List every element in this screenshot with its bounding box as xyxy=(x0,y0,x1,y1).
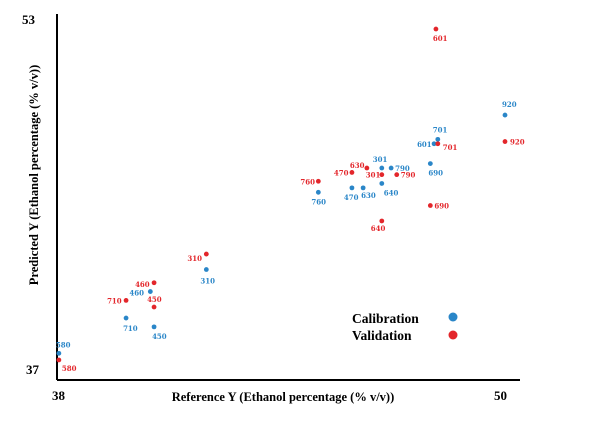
calibration-point-450 xyxy=(151,324,157,330)
validation-point-701 xyxy=(435,141,441,147)
validation-point-790 xyxy=(394,172,400,178)
validation-label-630: 630 xyxy=(350,161,365,170)
legend-calibration-label: Calibration xyxy=(352,311,419,326)
calibration-point-760 xyxy=(315,189,321,195)
validation-label-690: 690 xyxy=(434,202,449,211)
validation-label-760: 760 xyxy=(300,177,315,186)
validation-point-310 xyxy=(203,251,209,257)
x-axis-label: Reference Y (Ethanol percentage (% v/v)) xyxy=(172,390,395,404)
calibration-label-310: 310 xyxy=(200,277,215,286)
calibration-label-640: 640 xyxy=(384,188,399,197)
calibration-point-630 xyxy=(360,185,366,191)
x-tick-max: 50 xyxy=(494,388,507,403)
validation-point-920 xyxy=(502,139,508,144)
y-tick-min: 37 xyxy=(26,362,40,377)
calibration-label-301: 301 xyxy=(373,155,388,164)
validation-label-710: 710 xyxy=(107,296,122,305)
calibration-point-601 xyxy=(431,141,437,147)
calibration-point-790 xyxy=(388,165,394,171)
calibration-label-630: 630 xyxy=(361,191,376,200)
calibration-label-710: 710 xyxy=(123,324,138,333)
calibration-point-301 xyxy=(379,165,385,171)
validation-point-710 xyxy=(123,298,129,303)
validation-label-580: 580 xyxy=(62,364,77,373)
validation-point-470 xyxy=(349,170,355,175)
calibration-label-460: 460 xyxy=(129,289,144,298)
calibration-point-580 xyxy=(56,350,62,356)
calibration-point-470 xyxy=(349,185,355,191)
calibration-label-760: 760 xyxy=(311,197,326,206)
validation-label-301: 301 xyxy=(366,171,381,180)
calibration-label-470: 470 xyxy=(344,193,359,202)
validation-point-301 xyxy=(379,172,385,178)
calibration-point-701 xyxy=(435,136,441,142)
calibration-label-450: 450 xyxy=(152,332,167,341)
legend-validation-marker xyxy=(448,330,458,340)
legend-calibration-marker xyxy=(448,312,458,322)
validation-label-450: 450 xyxy=(147,295,162,304)
calibration-point-460 xyxy=(147,289,153,294)
validation-label-601: 601 xyxy=(433,34,448,43)
validation-label-460: 460 xyxy=(135,280,150,289)
y-tick-max: 53 xyxy=(22,12,36,27)
legend-validation-label: Validation xyxy=(352,328,412,343)
calibration-label-601: 601 xyxy=(417,140,432,149)
validation-label-920: 920 xyxy=(510,138,525,147)
x-tick-min: 38 xyxy=(52,388,66,403)
validation-point-580 xyxy=(56,357,62,363)
validation-point-450 xyxy=(151,304,157,310)
calibration-point-310 xyxy=(203,267,209,272)
validation-label-701: 701 xyxy=(443,143,458,152)
calibration-point-640 xyxy=(379,181,385,186)
validation-point-601 xyxy=(433,26,439,32)
validation-label-790: 790 xyxy=(401,171,416,180)
calibration-label-690: 690 xyxy=(428,169,443,178)
calibration-label-790: 790 xyxy=(395,164,410,173)
validation-point-760 xyxy=(315,178,321,184)
validation-label-470: 470 xyxy=(334,168,349,177)
validation-label-310: 310 xyxy=(187,254,202,263)
calibration-label-580: 580 xyxy=(56,340,71,349)
calibration-point-690 xyxy=(427,161,433,167)
calibration-label-701: 701 xyxy=(433,125,448,134)
validation-point-460 xyxy=(151,280,157,286)
y-axis-label: Predicted Y (Ethanol percentage (% v/v)) xyxy=(27,65,41,285)
calibration-point-920 xyxy=(502,112,508,118)
calibration-label-920: 920 xyxy=(502,100,517,109)
validation-point-630 xyxy=(364,165,370,171)
validation-label-640: 640 xyxy=(371,224,386,233)
validation-point-690 xyxy=(427,203,433,208)
calibration-point-710 xyxy=(123,315,129,321)
validation-point-640 xyxy=(379,218,385,224)
